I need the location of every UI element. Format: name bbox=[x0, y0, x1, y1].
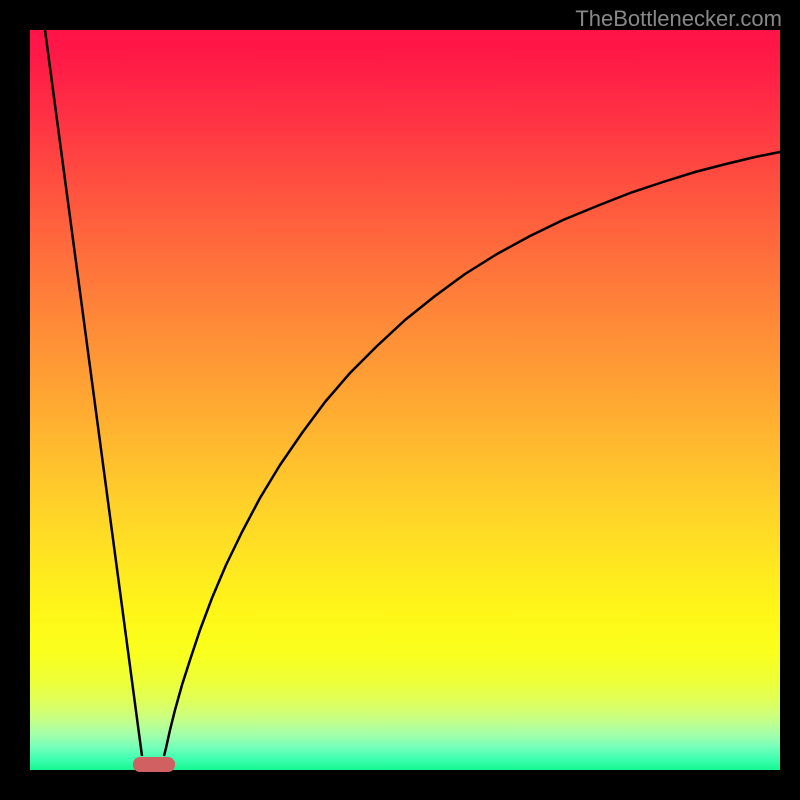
chart-container: TheBottlenecker.com bbox=[0, 0, 800, 800]
optimal-marker bbox=[133, 757, 175, 772]
gradient-background bbox=[30, 30, 780, 770]
watermark-text: TheBottlenecker.com bbox=[575, 6, 782, 32]
bottleneck-chart bbox=[0, 0, 800, 800]
